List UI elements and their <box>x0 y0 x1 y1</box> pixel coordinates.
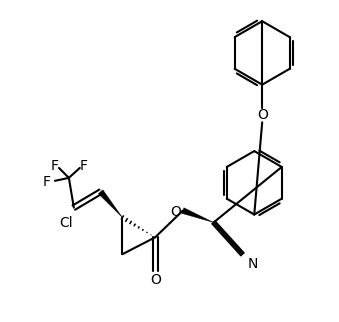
Text: F: F <box>43 175 51 189</box>
Text: F: F <box>80 159 88 173</box>
Polygon shape <box>182 208 214 223</box>
Text: N: N <box>247 257 258 271</box>
Text: F: F <box>51 159 59 173</box>
Text: Cl: Cl <box>59 216 73 231</box>
Text: O: O <box>258 109 268 122</box>
Polygon shape <box>98 190 122 217</box>
Text: O: O <box>171 204 181 219</box>
Text: O: O <box>151 273 162 287</box>
